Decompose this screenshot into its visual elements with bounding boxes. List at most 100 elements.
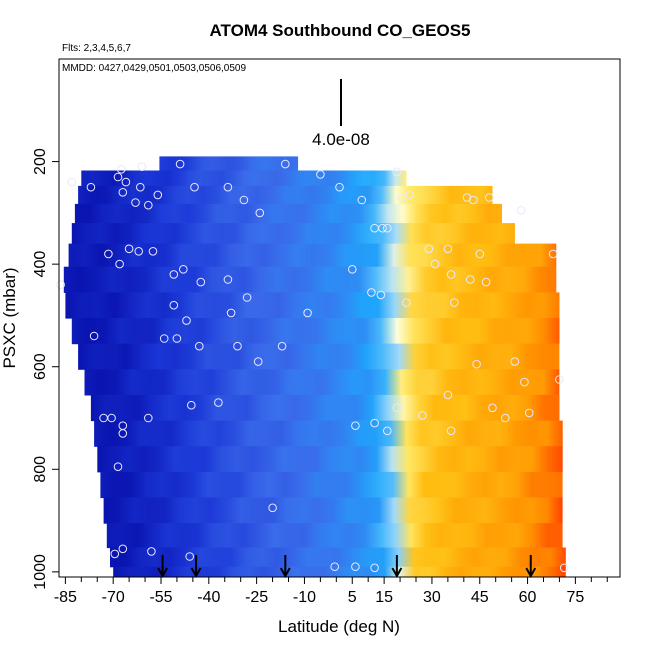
x-tick-label: -55	[149, 589, 172, 606]
sample-point	[418, 411, 427, 420]
sample-point	[430, 259, 440, 269]
sample-point	[330, 562, 340, 572]
heat-strip	[74, 203, 503, 224]
sample-point	[488, 403, 497, 413]
plot-frame	[58, 58, 621, 578]
sample-point	[443, 390, 453, 400]
sample-point	[134, 247, 143, 256]
heat-strip	[110, 547, 566, 568]
heat-strip	[113, 566, 566, 577]
heat-strip	[94, 420, 563, 447]
sample-point	[472, 359, 481, 369]
sample-point	[104, 249, 113, 259]
heatmap-layer	[63, 156, 566, 577]
x-tick-label: -25	[245, 589, 268, 606]
sample-point	[115, 259, 124, 269]
y-axis: 200 400 600 800 1000	[32, 148, 59, 590]
sample-point	[405, 190, 414, 200]
sample-point	[351, 421, 360, 431]
sample-point	[357, 195, 367, 205]
y-tick-label: 1000	[32, 554, 49, 590]
sample-point	[195, 341, 204, 351]
flights-label: Flts: 2,3,4,5,6,7	[62, 43, 131, 54]
sample-point	[335, 182, 344, 192]
sample-point	[179, 265, 188, 274]
sample-point	[116, 165, 126, 174]
heat-strip	[68, 243, 557, 268]
heat-strip	[78, 343, 560, 370]
x-tick-label: 30	[423, 589, 441, 606]
heat-strip	[84, 369, 560, 396]
sample-point	[370, 563, 379, 573]
sample-point	[316, 170, 325, 179]
sample-point	[118, 429, 128, 438]
sample-point	[253, 357, 263, 366]
sample-point	[443, 244, 453, 254]
sample-point	[118, 188, 128, 197]
sample-point	[118, 544, 128, 554]
flight-arrows	[157, 555, 537, 579]
heat-strip	[106, 523, 563, 549]
sample-point	[89, 331, 99, 341]
sample-point	[475, 249, 485, 259]
sample-point	[121, 177, 131, 187]
sample-point	[113, 172, 123, 182]
heat-strip	[65, 292, 560, 319]
sample-point	[516, 206, 526, 215]
heat-strip	[97, 446, 563, 473]
y-tick-label: 200	[32, 148, 49, 175]
sample-point	[520, 377, 529, 387]
flight-arrow	[391, 555, 403, 579]
sample-point	[107, 413, 116, 423]
sample-point	[392, 403, 402, 413]
sample-point	[559, 563, 569, 573]
sample-point	[223, 275, 233, 284]
sample-point	[510, 357, 520, 366]
sample-point	[303, 308, 312, 318]
x-tick-label: -85	[54, 589, 77, 606]
sample-point	[501, 413, 510, 423]
heat-strip	[81, 170, 407, 187]
sample-point	[469, 195, 478, 205]
sample-point	[239, 195, 249, 205]
sample-point	[383, 426, 392, 436]
heat-strip	[100, 471, 563, 499]
chart-title: ATOM4 Southbound CO_GEOS5	[210, 21, 471, 40]
sample-point	[242, 293, 252, 302]
heat-strip	[159, 156, 299, 172]
sample-point	[481, 277, 491, 287]
sample-markers	[56, 159, 569, 573]
sample-point	[185, 552, 194, 561]
sample-point	[172, 334, 182, 343]
sample-point	[136, 182, 145, 192]
sample-point	[351, 562, 360, 572]
y-tick-label: 600	[32, 353, 49, 380]
sample-point	[524, 408, 534, 418]
sample-point	[124, 244, 134, 254]
sample-point	[446, 426, 456, 436]
flight-arrow	[279, 555, 291, 579]
sample-point	[159, 334, 169, 343]
sample-point	[402, 298, 411, 307]
x-axis: -85 -70 -55 -40 -25 -10 5 15 30 45 60 75	[54, 577, 608, 606]
x-tick-label: 60	[519, 589, 537, 606]
heat-strip	[71, 318, 560, 345]
sample-point	[424, 244, 434, 254]
sample-point	[226, 308, 236, 318]
sample-point	[555, 375, 564, 384]
sample-point	[348, 265, 357, 274]
sample-point	[450, 298, 459, 307]
sample-point	[144, 413, 153, 423]
sample-point	[255, 208, 265, 218]
flight-arrow	[157, 555, 168, 579]
sample-point	[281, 159, 290, 169]
y-tick-label: 800	[32, 456, 49, 483]
sample-point	[268, 503, 277, 513]
heat-strip	[71, 223, 515, 245]
heat-strip	[63, 266, 557, 293]
sample-point	[113, 462, 123, 472]
heat-strip	[103, 497, 563, 524]
sample-point	[465, 275, 475, 284]
